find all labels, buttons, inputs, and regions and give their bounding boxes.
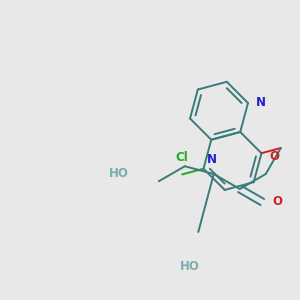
- Text: N: N: [256, 97, 266, 110]
- Text: O: O: [270, 149, 280, 163]
- Text: O: O: [272, 196, 282, 208]
- Text: N: N: [207, 153, 217, 166]
- Text: HO: HO: [109, 167, 129, 180]
- Text: Cl: Cl: [176, 152, 189, 164]
- Text: HO: HO: [180, 260, 200, 273]
